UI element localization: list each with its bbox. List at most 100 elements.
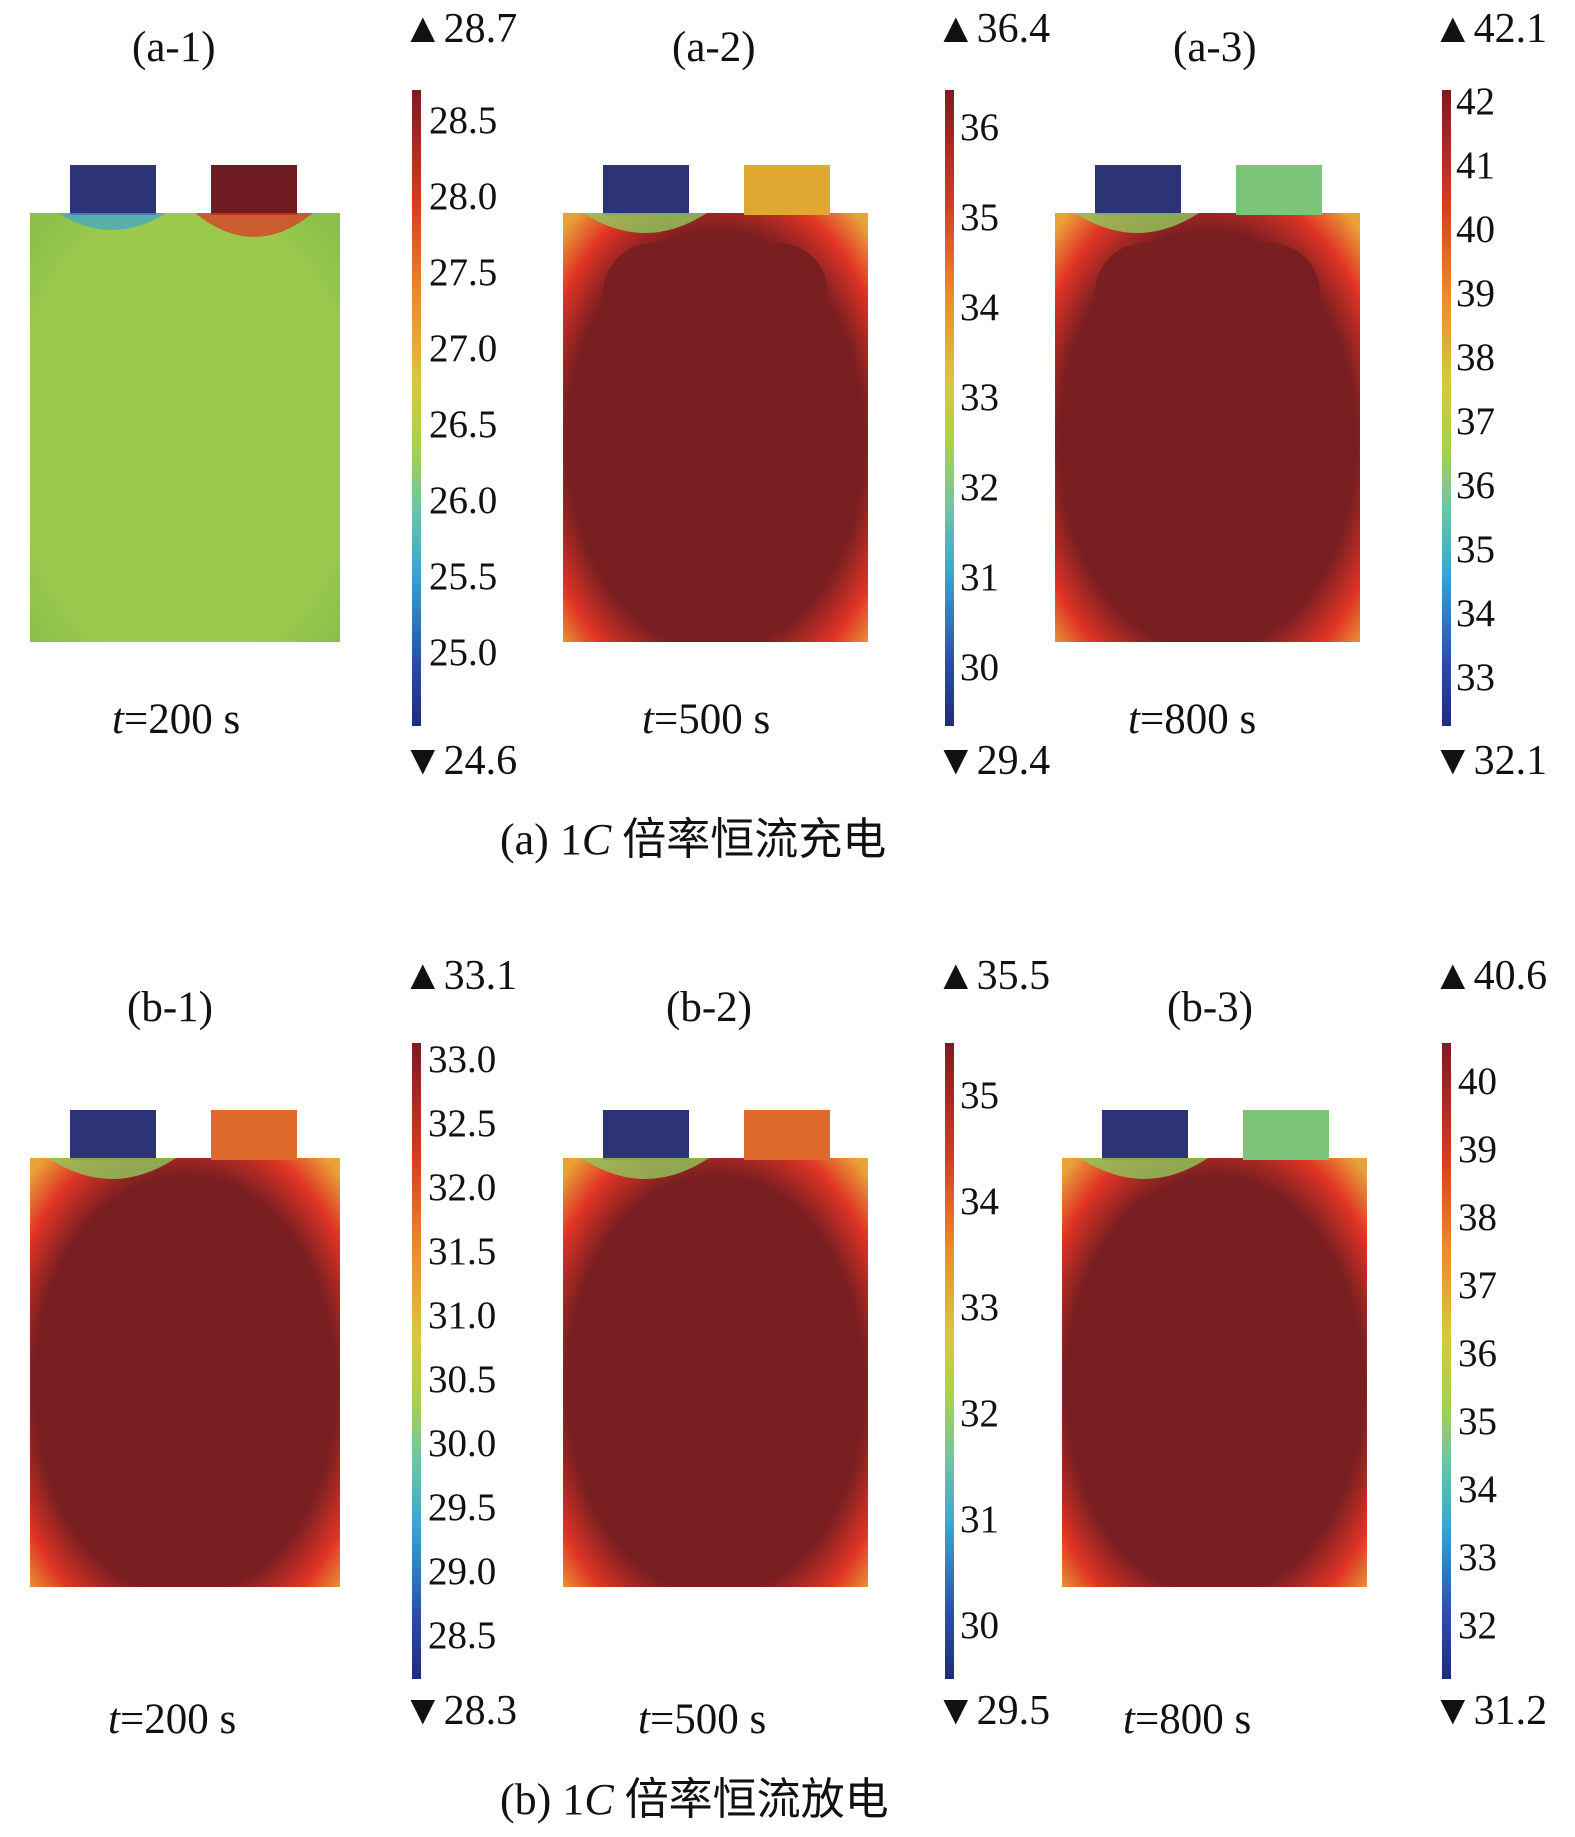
range-min-a1-arrow: ▼ xyxy=(402,738,444,784)
caption-a-italic: C xyxy=(581,815,612,864)
time-label-b2-text: =500 s xyxy=(649,1696,767,1743)
battery-a3-core xyxy=(1095,243,1320,615)
tick-a1-5: 26.0 xyxy=(429,479,498,522)
caption-b-prefix: (b) 1 xyxy=(500,1775,585,1824)
range-max-a3-arrow: ▲ xyxy=(1432,6,1474,52)
panel-label-b2: (b-2) xyxy=(666,984,752,1031)
colorbar-a2 xyxy=(945,90,954,726)
battery-a1-svg xyxy=(30,165,340,642)
caption-a-suffix: 倍率恒流充电 xyxy=(611,815,887,864)
colorbar-b2 xyxy=(945,1043,954,1679)
tick-b1-3: 31.5 xyxy=(428,1230,497,1273)
time-label-a3-var: t xyxy=(1128,696,1140,743)
battery-a3-tab-negative xyxy=(1095,165,1181,215)
time-label-a2-var: t xyxy=(642,696,654,743)
tick-a3-9: 33 xyxy=(1456,656,1495,699)
tick-b1-0: 33.0 xyxy=(428,1038,497,1081)
tick-b3-2: 38 xyxy=(1458,1196,1497,1239)
battery-b1-negative-gradient xyxy=(48,1158,176,1179)
tick-b3-1: 39 xyxy=(1458,1128,1497,1171)
range-min-b2: ▼29.5 xyxy=(935,1690,1050,1732)
range-max-b2: ▲35.5 xyxy=(935,955,1050,997)
range-min-b3-value: 31.2 xyxy=(1473,1688,1548,1734)
time-label-a2-text: =500 s xyxy=(653,696,771,743)
battery-a1-tab-negative xyxy=(70,165,156,215)
range-max-a2-arrow: ▲ xyxy=(935,6,977,52)
colorbar-b1 xyxy=(412,1043,421,1679)
battery-a2 xyxy=(563,165,868,642)
tick-b2-4: 31 xyxy=(960,1498,999,1541)
time-label-b3-var: t xyxy=(1123,1696,1135,1743)
caption-b-italic: C xyxy=(584,1775,614,1824)
battery-a1-inner-zone xyxy=(68,265,302,609)
range-max-b3: ▲40.6 xyxy=(1432,955,1547,997)
range-min-b1: ▼28.3 xyxy=(402,1690,517,1732)
tick-b3-3: 37 xyxy=(1458,1264,1497,1307)
range-min-b3-arrow: ▼ xyxy=(1432,1688,1474,1734)
tick-a3-3: 39 xyxy=(1456,272,1495,315)
range-max-b1-arrow: ▲ xyxy=(402,953,444,999)
battery-a3 xyxy=(1055,165,1360,642)
colorbar-a3 xyxy=(1442,90,1451,726)
battery-b3-tab-positive xyxy=(1243,1110,1329,1160)
tick-a1-2: 27.5 xyxy=(429,251,498,294)
tick-b3-8: 32 xyxy=(1458,1604,1497,1647)
battery-a3-tab-positive xyxy=(1236,165,1322,215)
battery-b1 xyxy=(30,1110,340,1587)
battery-a3-negative-gradient xyxy=(1075,213,1199,233)
caption-a-prefix: (a) 1 xyxy=(500,815,582,864)
range-max-a2: ▲36.4 xyxy=(935,8,1050,50)
panel-label-b1: (b-1) xyxy=(127,984,213,1031)
range-min-a3: ▼32.1 xyxy=(1432,740,1547,782)
range-max-b3-value: 40.6 xyxy=(1473,953,1548,999)
battery-a1-negative-gradient xyxy=(58,213,166,230)
tick-b2-0: 35 xyxy=(960,1074,999,1117)
tick-a3-5: 37 xyxy=(1456,400,1495,443)
time-label-b1-var: t xyxy=(108,1696,120,1743)
battery-b2-svg xyxy=(563,1110,868,1587)
tick-b3-0: 40 xyxy=(1458,1060,1497,1103)
battery-a3-svg xyxy=(1055,165,1360,642)
range-min-a3-arrow: ▼ xyxy=(1432,738,1474,784)
tick-a3-7: 35 xyxy=(1456,528,1495,571)
colorbar-a1 xyxy=(412,90,421,726)
range-max-b2-arrow: ▲ xyxy=(935,953,977,999)
range-min-a2-arrow: ▼ xyxy=(935,738,977,784)
range-max-a2-value: 36.4 xyxy=(976,6,1051,52)
battery-b3-negative-gradient xyxy=(1080,1158,1208,1179)
time-label-b1-text: =200 s xyxy=(119,1696,237,1743)
battery-b2-negative-gradient xyxy=(581,1158,709,1179)
range-min-b1-value: 28.3 xyxy=(443,1688,518,1734)
tick-a3-8: 34 xyxy=(1456,592,1495,635)
tick-b3-6: 34 xyxy=(1458,1468,1497,1511)
battery-a1-tab-positive xyxy=(211,165,297,215)
range-min-b3: ▼31.2 xyxy=(1432,1690,1547,1732)
battery-b3-svg xyxy=(1062,1110,1367,1587)
tick-b2-1: 34 xyxy=(960,1180,999,1223)
battery-b2-tab-negative xyxy=(603,1110,689,1160)
tick-b3-4: 36 xyxy=(1458,1332,1497,1375)
tick-b1-2: 32.0 xyxy=(428,1166,497,1209)
range-min-b2-value: 29.5 xyxy=(976,1688,1051,1734)
battery-a2-negative-gradient xyxy=(583,213,707,233)
panel-label-a3: (a-3) xyxy=(1173,24,1257,71)
range-max-a1-arrow: ▲ xyxy=(402,6,444,52)
tick-b1-9: 28.5 xyxy=(428,1614,497,1657)
tick-a2-3: 33 xyxy=(960,376,999,419)
time-label-a1-text: =200 s xyxy=(123,696,241,743)
tick-b3-7: 33 xyxy=(1458,1536,1497,1579)
range-max-b1: ▲33.1 xyxy=(402,955,517,997)
time-label-a2: t=500 s xyxy=(642,698,770,741)
range-min-b2-arrow: ▼ xyxy=(935,1688,977,1734)
range-min-a2-value: 29.4 xyxy=(976,738,1051,784)
battery-b1-tab-positive xyxy=(211,1110,297,1160)
tick-b2-2: 33 xyxy=(960,1286,999,1329)
range-max-b2-value: 35.5 xyxy=(976,953,1051,999)
caption-b: (b) 1C 倍率恒流放电 xyxy=(500,1778,889,1822)
time-label-b3: t=800 s xyxy=(1123,1698,1251,1741)
tick-a2-2: 34 xyxy=(960,286,999,329)
time-label-a1-var: t xyxy=(112,696,124,743)
tick-a2-5: 31 xyxy=(960,556,999,599)
tick-a1-1: 28.0 xyxy=(429,175,498,218)
tick-a1-4: 26.5 xyxy=(429,403,498,446)
